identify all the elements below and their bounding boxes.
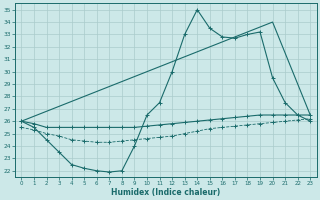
X-axis label: Humidex (Indice chaleur): Humidex (Indice chaleur) (111, 188, 220, 197)
